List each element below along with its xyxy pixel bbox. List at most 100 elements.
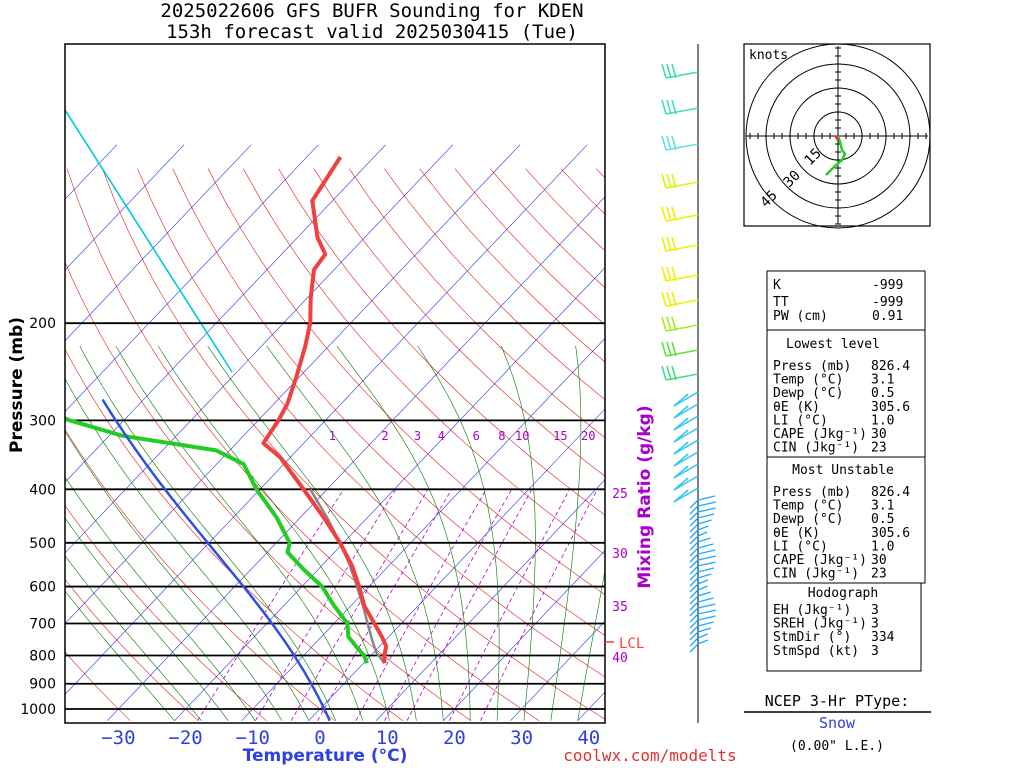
wind-barb [689, 579, 709, 593]
wind-barb [689, 621, 714, 635]
index-row-value: 3 [871, 603, 879, 618]
wind-barb [689, 615, 716, 629]
most-unstable-heading: Most Unstable [792, 463, 894, 478]
pressure-tick-label: 400 [29, 482, 56, 498]
y-axis-label: Pressure (mb) [7, 317, 27, 453]
isotherm-line [65, 144, 252, 342]
dry-adiabat-line [313, 168, 605, 477]
moist-adiabat-line [157, 345, 390, 721]
isotherm-line [174, 267, 605, 721]
index-row-label: CAPE (Jkg⁻¹) [773, 427, 867, 442]
temperature-tick-label: −20 [168, 727, 202, 749]
wind-barb [689, 573, 712, 587]
chart-title-line2: 153h forecast valid 2025030415 (Tue) [166, 21, 578, 43]
isotherm-line [65, 144, 521, 625]
wind-barb [689, 501, 717, 515]
moist-adiabat-line [65, 378, 310, 721]
index-row-value: 0.5 [871, 386, 894, 401]
index-row-value: 826.4 [871, 485, 910, 500]
moist-adiabat-line [336, 345, 471, 721]
index-row-label: θE (K) [773, 526, 820, 541]
surface-moist-adiabat-line [101, 398, 331, 722]
temperature-tick-label: 30 [510, 727, 533, 749]
index-row-value: 30 [871, 427, 887, 442]
dry-adiabat-line [65, 261, 472, 721]
skew-t-plot: 200 300 400 500 600 700 800 900 1000 −30 −20 −10 0 1… [7, 43, 655, 766]
lowest-level-heading: Lowest level [786, 337, 880, 352]
wind-barb [689, 633, 708, 647]
index-row-label: CAPE (Jkg⁻¹) [773, 553, 867, 568]
moist-adiabat-line [207, 345, 417, 721]
index-row-label: StmDir (°) [773, 630, 851, 645]
moist-adiabat-line [500, 345, 536, 721]
wind-barb [661, 365, 699, 381]
dry-adiabat-line [172, 168, 605, 636]
wind-barb [661, 236, 699, 252]
index-row-label: LI (°C) [773, 413, 828, 428]
x-axis-label: Temperature (°C) [243, 746, 408, 766]
temperature-tick-labels: −30 −20 −10 0 10 20 30 40 [101, 727, 600, 749]
ptype-heading: NCEP 3-Hr PType: [765, 692, 910, 710]
mixing-ratio-line [317, 489, 453, 721]
dry-adiabat-line [137, 168, 605, 678]
mixing-ratio-value-label: 10 [515, 429, 529, 443]
wind-barb [689, 507, 716, 521]
dry-adiabat-line [207, 168, 605, 596]
index-row-value: 1.0 [871, 413, 894, 428]
dry-adiabat-line [278, 168, 605, 516]
wind-barb [689, 537, 711, 551]
dry-adiabat-line [65, 578, 199, 721]
wind-barb [689, 549, 716, 563]
mixing-ratio-line [480, 489, 598, 721]
index-row-value: 3 [871, 617, 879, 632]
isotherm-line [241, 337, 605, 721]
most-unstable-rows: Press (mb) 826.4 Temp (°C) 3.1 Dewp (°C) 0.5 θ… [773, 485, 910, 582]
index-row-value: 3.1 [871, 373, 894, 388]
isotherm-line [375, 479, 605, 721]
index-row-label: Temp (°C) [773, 373, 843, 388]
index-row-label: Press (mb) [773, 485, 851, 500]
moist-adiabat-line [79, 345, 337, 721]
moist-adiabat-line [65, 476, 256, 721]
wind-barb [689, 585, 708, 599]
ptype-amount: (0.00" L.E.) [790, 739, 884, 754]
dry-adiabat-line [490, 168, 605, 289]
mixing-ratio-value-label: 2 [381, 429, 388, 443]
temperature-tick-label: 10 [376, 727, 399, 749]
wind-barb [689, 525, 709, 539]
wind-barb [673, 451, 699, 467]
mixing-ratio-value-label: 15 [553, 429, 567, 443]
wind-barb [689, 639, 709, 653]
isotherm-line [65, 144, 319, 412]
wind-barb [689, 597, 714, 611]
mixing-ratio-line [355, 489, 487, 721]
wind-barb [673, 427, 699, 443]
mixing-ratio-line [290, 489, 429, 721]
dry-adiabat-line [243, 168, 605, 555]
mixing-ratio-axis-label: Mixing Ratio (g/kg) [635, 405, 655, 588]
hodograph-trace-low [834, 135, 840, 141]
moist-adiabat-value-label: 25 [612, 487, 628, 502]
isotherm-line [65, 144, 185, 271]
pressure-tick-label: 900 [29, 677, 56, 693]
moist-adiabat-line [65, 517, 229, 721]
pressure-tick-label: 700 [29, 616, 56, 632]
tt-label: TT [773, 295, 789, 310]
pressure-tick-label: 1000 [20, 702, 56, 718]
wind-barb [689, 543, 714, 557]
index-row-label: θE (K) [773, 400, 820, 415]
ptype-value: Snow [819, 714, 856, 732]
ptype-panel: NCEP 3-Hr PType: Snow (0.00" L.E.) [744, 692, 931, 754]
mixing-ratio-value-label: 4 [438, 429, 445, 443]
dry-adiabat-line [65, 348, 403, 721]
moist-adiabat-line [577, 568, 605, 721]
mixing-ratio-labels: 1 2 3 4 6 8 10 15 20 [329, 429, 596, 443]
pressure-tick-label: 600 [29, 580, 56, 596]
moist-adiabat-value-label: 35 [612, 600, 628, 615]
moist-adiabat-labels: 25 30 35 40 [612, 487, 628, 666]
wind-barb [689, 627, 712, 641]
index-row-label: SREH (Jkg⁻¹) [773, 617, 867, 632]
index-row-label: LI (°C) [773, 539, 828, 554]
pw-label: PW (cm) [773, 309, 828, 324]
